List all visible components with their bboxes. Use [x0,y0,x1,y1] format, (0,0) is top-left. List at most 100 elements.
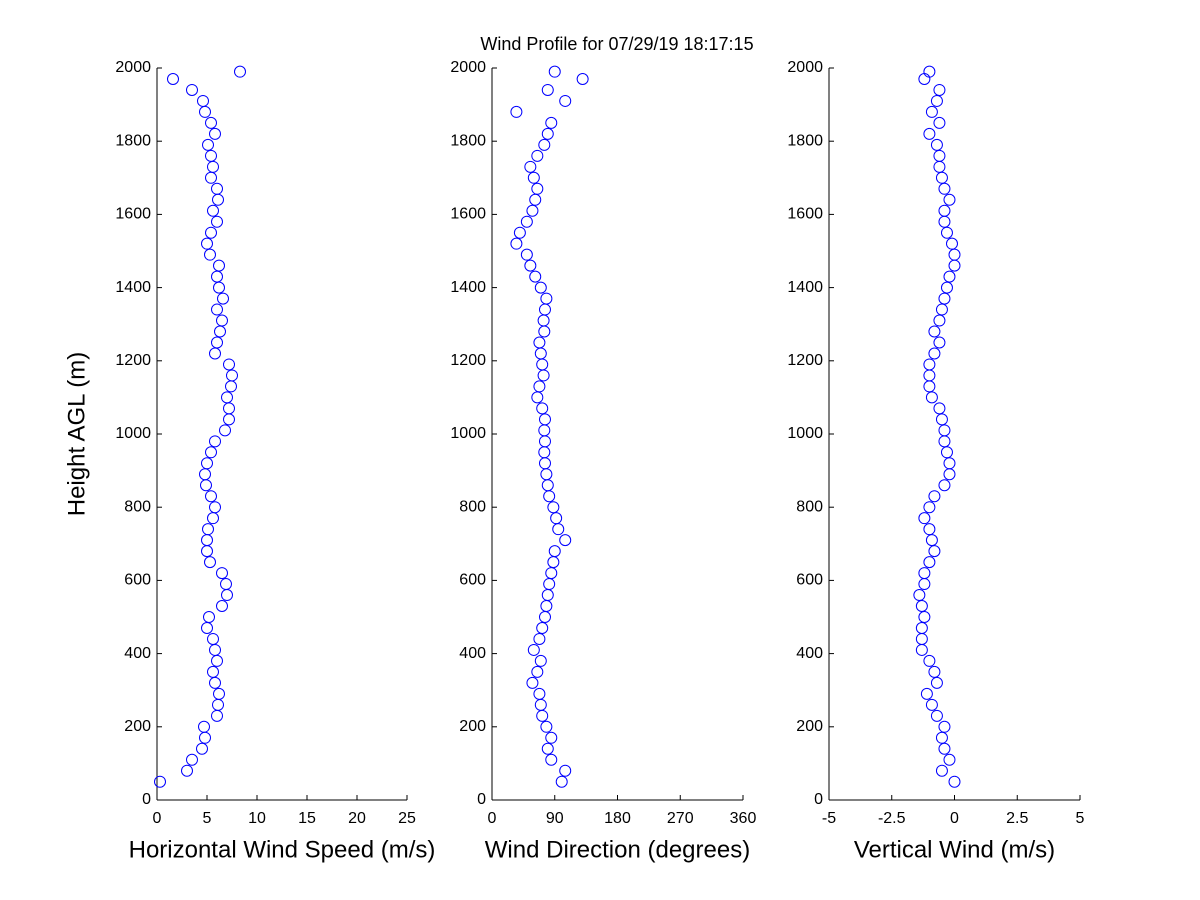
y-tick-label: 1400 [115,279,151,296]
data-point [559,764,572,777]
y-tick-label: 1200 [115,352,151,369]
data-point [943,193,956,206]
data-point [923,556,936,569]
data-point [217,292,229,305]
y-tick-label: 1000 [787,425,823,442]
data-point [219,424,231,437]
data-point [186,83,198,96]
data-point [928,490,941,503]
data-point [527,171,540,184]
data-point [216,600,228,613]
data-point [935,413,948,426]
data-point [933,116,946,129]
data-point [918,512,931,525]
data-point [938,720,951,733]
y-tick-label: 200 [124,718,151,735]
data-point [186,753,198,766]
data-point [933,149,946,162]
data-point [933,83,946,96]
data-point [202,138,214,151]
y-tick-label: 2000 [787,59,823,76]
y-tick-label: 1600 [115,206,151,223]
data-point [526,676,539,689]
data-point [935,303,948,316]
data-point [548,545,561,558]
data-point [918,567,931,580]
data-point [209,501,221,514]
data-point [207,665,219,678]
x-tick-label: 20 [348,810,366,827]
data-point [933,314,946,327]
data-point [201,237,213,250]
data-point [923,654,936,667]
data-point [205,116,217,129]
data-point [943,457,956,470]
data-point [940,226,953,239]
data-point [940,281,953,294]
data-point [559,94,572,107]
data-point [935,171,948,184]
y-tick-label: 2000 [115,59,151,76]
data-point [531,149,544,162]
data-point [538,138,551,151]
x-tick-label: -2.5 [878,810,906,827]
x-axis-label: Wind Direction (degrees) [485,836,750,863]
data-point [536,621,549,634]
y-tick-label: 800 [124,498,151,515]
data-point [948,248,961,261]
data-point [205,226,217,239]
y-tick-label: 1800 [787,132,823,149]
data-point [948,775,961,788]
data-point [201,457,213,470]
x-tick-label: 25 [398,810,416,827]
x-axis-label: Vertical Wind (m/s) [854,836,1055,863]
data-point [541,127,554,140]
y-tick-label: 1400 [787,279,823,296]
data-point [202,523,214,536]
y-tick-label: 1400 [450,279,486,296]
data-point [213,687,225,700]
data-point [913,589,926,602]
y-tick-label: 1000 [115,425,151,442]
data-point [154,775,166,788]
data-point [923,501,936,514]
data-point [211,303,223,316]
data-point [213,259,225,272]
data-point [928,325,941,338]
data-point [923,358,936,371]
y-tick-label: 600 [124,572,151,589]
data-point [527,643,540,656]
data-point [545,731,558,744]
chart-title: Wind Profile for 07/29/19 18:17:15 [480,34,753,54]
data-point [915,621,928,634]
x-tick-label: 0 [950,810,959,827]
data-point [223,358,235,371]
data-point [529,270,542,283]
data-point [533,336,546,349]
x-tick-label: 0 [153,810,162,827]
y-tick-label: 0 [142,791,151,808]
data-point [938,424,951,437]
data-point [211,336,223,349]
data-point [216,567,228,580]
data-point [559,534,572,547]
data-point [534,281,547,294]
data-point [533,687,546,700]
data-point [205,446,217,459]
data-point [520,248,533,261]
data-point [541,742,554,755]
y-tick-label: 400 [124,645,151,662]
x-tick-label: 90 [546,810,564,827]
data-point [925,391,938,404]
data-point [925,105,938,118]
data-point [226,369,238,382]
data-point [545,116,558,129]
data-point [531,182,544,195]
data-point [938,292,951,305]
data-point [196,742,208,755]
data-point [198,720,210,733]
data-point [935,764,948,777]
data-point [930,138,943,151]
